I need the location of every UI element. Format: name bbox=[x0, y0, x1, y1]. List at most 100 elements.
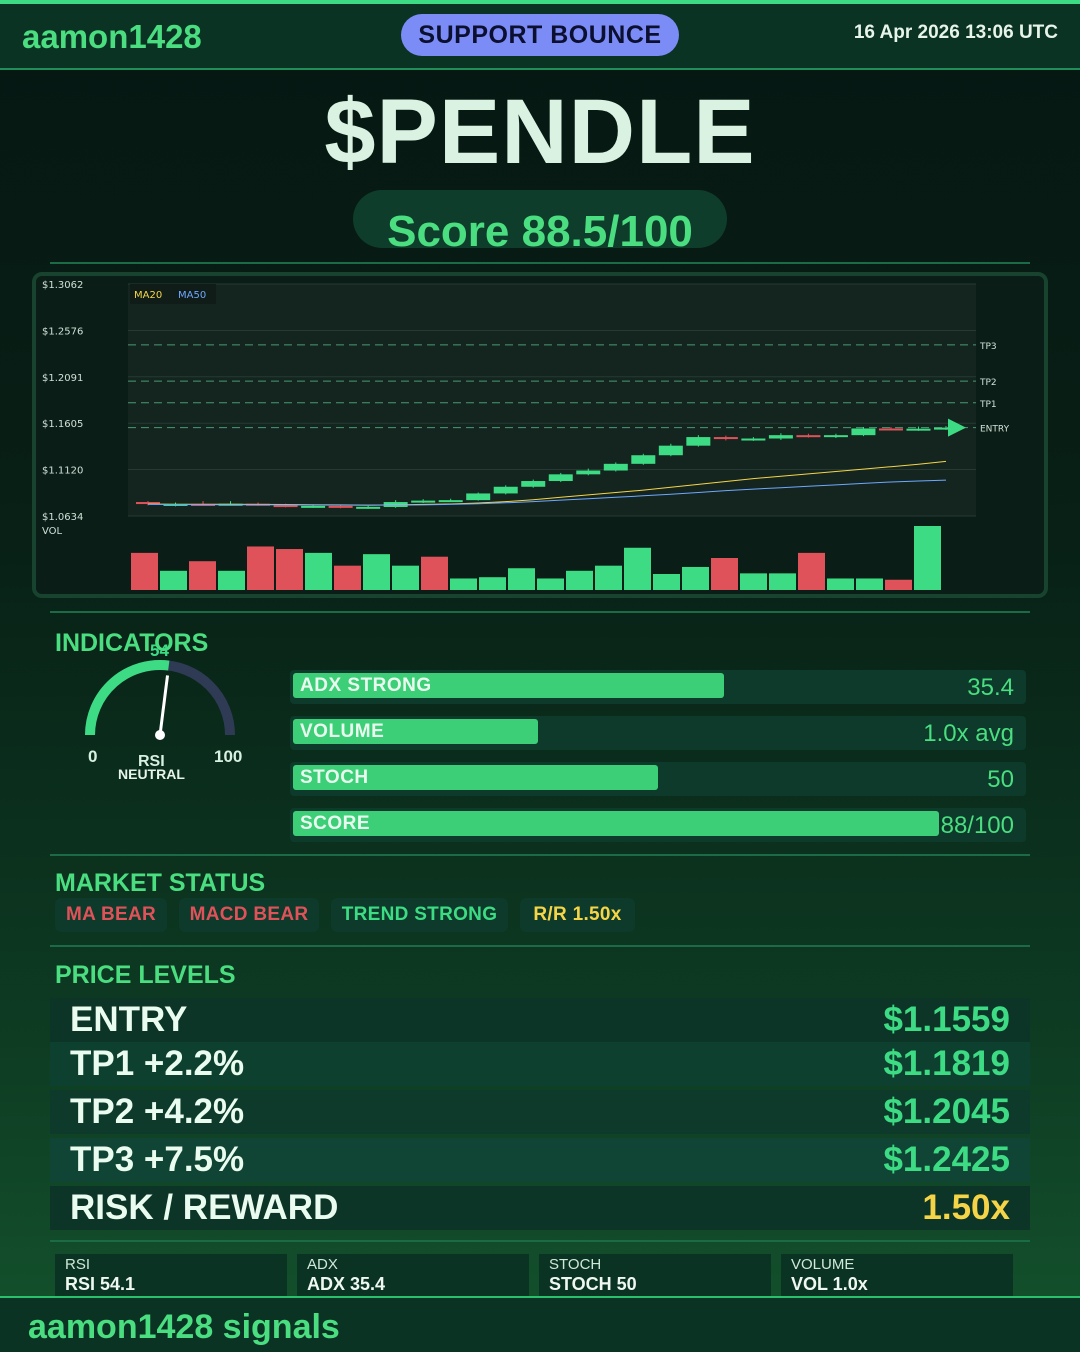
chart-candle-body bbox=[466, 493, 491, 501]
chart-level-label: TP1 bbox=[979, 400, 997, 410]
level-value: $1.1819 bbox=[883, 1044, 1010, 1083]
stat-label: VOLUME bbox=[791, 1256, 855, 1273]
divider bbox=[50, 262, 1030, 264]
chart-candle-body bbox=[411, 500, 436, 503]
chart-candle-body bbox=[328, 505, 353, 508]
chart-candle-body bbox=[521, 481, 546, 487]
indicator-bar-fill bbox=[293, 811, 940, 836]
level-name: ENTRY bbox=[70, 1000, 188, 1039]
chart-legend-ma50: MA50 bbox=[178, 290, 206, 301]
chart-candle-body bbox=[878, 428, 903, 431]
chart-candle-body bbox=[713, 437, 738, 440]
level-value: $1.2045 bbox=[883, 1092, 1010, 1131]
footer-brand: aamon1428 signals bbox=[28, 1308, 340, 1346]
chart-level-label: TP2 bbox=[979, 378, 997, 388]
level-row-risk-reward: RISK / REWARD 1.50x bbox=[50, 1186, 1030, 1230]
level-name: TP2 +4.2% bbox=[70, 1092, 245, 1131]
indicator-bar-value: 35.4 bbox=[967, 674, 1014, 701]
score-badge: Score 88.5/100 bbox=[353, 190, 727, 248]
chart-ma50-line bbox=[147, 479, 947, 506]
level-value: $1.2425 bbox=[883, 1140, 1010, 1179]
ticker-symbol: $PENDLE bbox=[324, 81, 756, 183]
chart-volume-bar bbox=[189, 561, 216, 590]
chart-volume-bar bbox=[421, 556, 448, 590]
indicator-bar-fill bbox=[293, 719, 538, 744]
chart-candle-body bbox=[823, 435, 848, 438]
chart-candle-body bbox=[851, 428, 876, 436]
chart-candle-body bbox=[631, 455, 656, 464]
indicator-bar-score: SCORE 88/100 bbox=[290, 808, 1026, 842]
chart-candle-body bbox=[356, 506, 381, 509]
chart-candle-body bbox=[438, 500, 463, 503]
chart-volume-bar bbox=[479, 577, 506, 590]
chart-volume-bar bbox=[160, 570, 187, 590]
chart-volume-bar bbox=[740, 573, 767, 590]
header-bar: aamon1428 SUPPORT BOUNCE 16 Apr 2026 13:… bbox=[0, 4, 1080, 70]
chart-y-tick-label: $1.2091 bbox=[42, 373, 83, 384]
indicator-bar-value: 88/100 bbox=[940, 812, 1014, 839]
rsi-label: RSI bbox=[138, 753, 165, 770]
chart-volume-bar bbox=[537, 578, 564, 590]
indicator-bar-label: ADX STRONG bbox=[300, 675, 432, 696]
indicator-bar-volume: VOLUME 1.0x avg bbox=[290, 716, 1026, 750]
divider bbox=[50, 945, 1030, 947]
chart-volume-bar bbox=[276, 549, 303, 590]
indicator-bar-value: 1.0x avg bbox=[923, 720, 1014, 747]
level-value: 1.50x bbox=[922, 1188, 1010, 1227]
signal-badge: SUPPORT BOUNCE bbox=[401, 14, 679, 56]
chart-volume-bar bbox=[392, 565, 419, 590]
chart-y-tick-label: $1.1605 bbox=[42, 419, 83, 430]
chart-legend-ma20: MA20 bbox=[134, 290, 162, 301]
stat-card-volume: VOLUME VOL 1.0x bbox=[781, 1254, 1013, 1296]
indicator-bar-label: VOLUME bbox=[300, 721, 385, 742]
chart-volume-bar bbox=[305, 552, 332, 590]
rsi-value: 54 bbox=[150, 641, 169, 660]
rsi-gauge: 54 0 100 RSI NEUTRAL bbox=[85, 641, 242, 782]
level-row-tp1: TP1 +2.2% $1.1819 bbox=[50, 1042, 1030, 1086]
chart-candle-body bbox=[273, 505, 298, 508]
chart-volume-bar bbox=[885, 579, 912, 590]
chart-volume-bar bbox=[798, 552, 825, 590]
indicator-bar-stoch: STOCH 50 bbox=[290, 762, 1026, 796]
status-chip-trend: TREND STRONG bbox=[331, 898, 508, 932]
chart-candle-body bbox=[741, 438, 766, 441]
divider bbox=[50, 1240, 1030, 1242]
stat-card-adx: ADX ADX 35.4 bbox=[297, 1254, 529, 1296]
chart-candle-body bbox=[301, 505, 326, 508]
status-chip-rr: R/R 1.50x bbox=[520, 898, 635, 932]
rsi-gauge-fill bbox=[85, 660, 170, 736]
stat-label: STOCH bbox=[549, 1256, 602, 1273]
level-row-tp2: TP2 +4.2% $1.2045 bbox=[50, 1090, 1030, 1134]
level-row-entry: ENTRY $1.1559 bbox=[50, 998, 1030, 1042]
stat-value: RSI 54.1 bbox=[65, 1274, 136, 1294]
chart-candle-body bbox=[576, 470, 601, 475]
price-chart: $1.3062 $1.2576 $1.2091 $1.1605 $1.1120 $1.06… bbox=[32, 272, 1048, 598]
chart-candle-body bbox=[796, 435, 821, 438]
level-name: RISK / REWARD bbox=[70, 1188, 339, 1227]
chart-candle-body bbox=[493, 486, 518, 494]
status-chip-macd: MACD BEAR bbox=[179, 898, 319, 932]
chart-volume-bar bbox=[334, 565, 361, 590]
chart-volume-bar bbox=[914, 526, 941, 590]
chart-level-label: ENTRY bbox=[980, 425, 1010, 435]
chart-candle-body bbox=[658, 445, 683, 456]
indicator-bar-fill bbox=[293, 765, 658, 790]
chart-candle-body bbox=[548, 474, 573, 482]
chart-plot-area bbox=[128, 284, 976, 516]
level-row-tp3: TP3 +7.5% $1.2425 bbox=[50, 1138, 1030, 1182]
chart-volume-bar bbox=[247, 546, 274, 590]
divider bbox=[50, 854, 1030, 856]
chart-candle-body bbox=[136, 502, 160, 505]
chart-y-tick-label: $1.3062 bbox=[42, 280, 83, 291]
chart-level-label: TP3 bbox=[979, 342, 997, 352]
chart-volume-bar bbox=[131, 552, 158, 590]
chart-volume-bar bbox=[218, 570, 245, 590]
indicator-bar-adx: ADX STRONG 35.4 bbox=[290, 670, 1026, 704]
chart-volume-bar bbox=[363, 554, 390, 590]
chart-candle-body bbox=[934, 427, 958, 430]
chart-candle-body bbox=[603, 463, 628, 471]
chart-canvas: $1.3062 $1.2576 $1.2091 $1.1605 $1.1120 $1.06… bbox=[42, 280, 1010, 590]
stat-card-stoch: STOCH STOCH 50 bbox=[539, 1254, 771, 1296]
brand-name: aamon1428 bbox=[22, 18, 202, 55]
chart-volume-bar bbox=[711, 558, 738, 590]
